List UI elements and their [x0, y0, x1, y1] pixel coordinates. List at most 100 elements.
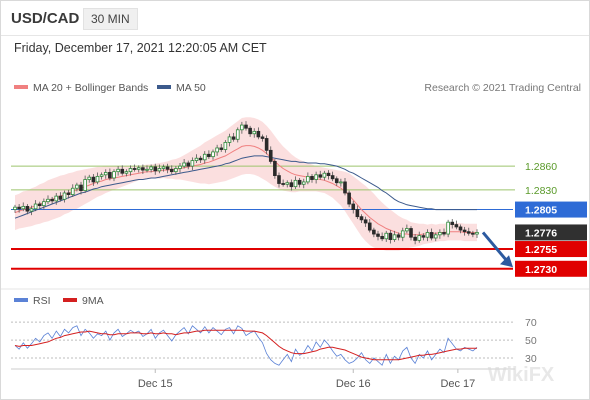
- rsi-tick-30: 30: [525, 353, 537, 365]
- rsi-legend-swatch: [14, 298, 28, 302]
- candle-body: [359, 216, 364, 221]
- candle-body: [145, 168, 149, 171]
- candle-body: [425, 232, 430, 238]
- price-tag-1.2805: [515, 201, 587, 218]
- ma9-legend-label: 9MA: [82, 295, 104, 307]
- forecast-arrow-shaft: [481, 231, 510, 264]
- candle-body: [194, 157, 199, 161]
- candle-body: [79, 184, 83, 192]
- candle-body: [103, 172, 108, 176]
- candle-body: [281, 183, 285, 185]
- price-tags: 1.2860 1.2830 1.2805 1.2776 1.2755 1.2730: [515, 161, 587, 277]
- candle-body: [95, 175, 100, 183]
- candle-body: [367, 222, 372, 231]
- candle-body: [301, 181, 306, 185]
- timeframe-badge[interactable]: 30 MIN: [83, 8, 138, 30]
- candle-body: [99, 174, 104, 177]
- candle-body: [132, 168, 137, 170]
- candle-body: [310, 175, 314, 180]
- candle-body: [108, 172, 112, 179]
- candle-body: [471, 232, 475, 235]
- candle-body: [153, 166, 158, 172]
- ma20-line: [14, 145, 477, 236]
- forecast-arrow: [481, 231, 513, 268]
- candle-body: [388, 232, 393, 240]
- candle-body: [334, 178, 339, 184]
- candle-body: [141, 167, 145, 171]
- candle-body: [13, 206, 17, 210]
- candle-body: [268, 149, 273, 162]
- x-tick-label: Dec 15: [138, 378, 173, 390]
- ma20-legend-swatch: [14, 85, 28, 89]
- candle-body: [318, 174, 323, 178]
- candle-body: [293, 179, 298, 188]
- candle-body: [157, 168, 162, 172]
- candle-body: [264, 138, 269, 151]
- candle-body: [400, 230, 405, 238]
- price-levels: [11, 165, 515, 270]
- candle-body: [186, 162, 191, 167]
- candle-body: [70, 187, 75, 195]
- candle-body: [475, 232, 479, 235]
- watermark: WikiFX: [488, 364, 555, 386]
- price-tag-1.2755: [515, 241, 587, 258]
- candle-body: [438, 232, 442, 236]
- candle-body: [466, 231, 471, 234]
- candle-body: [421, 235, 426, 238]
- candle-body: [363, 219, 368, 224]
- candle-body: [429, 232, 434, 239]
- candle-body: [392, 234, 397, 240]
- ma20-legend-label: MA 20 + Bollinger Bands: [33, 82, 148, 94]
- candle-body: [83, 179, 87, 192]
- x-tick-label: Dec 16: [336, 378, 371, 390]
- candle-body: [219, 147, 224, 150]
- rsi-tick-50: 50: [525, 335, 537, 347]
- candle-body: [161, 166, 166, 169]
- price-tag-text-1.2776: 1.2776: [525, 227, 557, 239]
- candle-body: [75, 184, 79, 189]
- level-label-1.2830: 1.2830: [525, 185, 557, 197]
- candle-body: [124, 171, 129, 174]
- candle-body: [33, 203, 38, 210]
- candle-body: [256, 130, 261, 138]
- rsi-panel: 70 50 30: [11, 317, 537, 366]
- candle-body: [450, 221, 455, 225]
- chart-date: Friday, December 17, 2021 12:20:05 AM CE…: [14, 41, 267, 55]
- candle-body: [376, 233, 380, 237]
- candle-body: [207, 153, 211, 158]
- candle-body: [202, 153, 207, 161]
- candle-body: [442, 232, 446, 235]
- candle-body: [339, 181, 343, 184]
- candle-body: [347, 192, 351, 205]
- candle-body: [235, 129, 240, 140]
- candle-body: [42, 201, 46, 207]
- source-credit: Research © 2021 Trading Central: [424, 82, 581, 94]
- price-legend: MA 20 + Bollinger Bands MA 50 Research ©…: [14, 82, 581, 94]
- candle-body: [285, 182, 290, 185]
- x-tick-label: Dec 17: [440, 378, 475, 390]
- candle-body: [326, 172, 331, 177]
- candle-body: [297, 179, 302, 185]
- candle-body: [384, 232, 389, 240]
- candle-body: [306, 175, 310, 183]
- chart-header: USD/CAD 30 MIN: [1, 1, 589, 36]
- candle-body: [446, 221, 450, 235]
- candle-body: [21, 205, 26, 210]
- candle-body: [433, 234, 438, 239]
- candle-body: [116, 168, 120, 173]
- price-tag-text-1.2730: 1.2730: [525, 264, 557, 276]
- candle-body: [380, 236, 384, 240]
- price-chart: MA 20 + Bollinger Bands MA 50 Research ©…: [1, 82, 589, 390]
- candle-body: [91, 176, 96, 183]
- candle-body: [314, 174, 318, 180]
- candle-body: [87, 176, 92, 180]
- candle-body: [223, 142, 228, 150]
- candle-body: [244, 124, 248, 129]
- ma50-legend-label: MA 50: [176, 82, 206, 94]
- candle-body: [46, 198, 50, 203]
- ma50-legend-swatch: [157, 85, 171, 89]
- rsi-line: [14, 325, 478, 366]
- candle-body: [330, 175, 335, 180]
- rsi-ma9-line: [14, 329, 477, 361]
- candle-body: [62, 192, 67, 200]
